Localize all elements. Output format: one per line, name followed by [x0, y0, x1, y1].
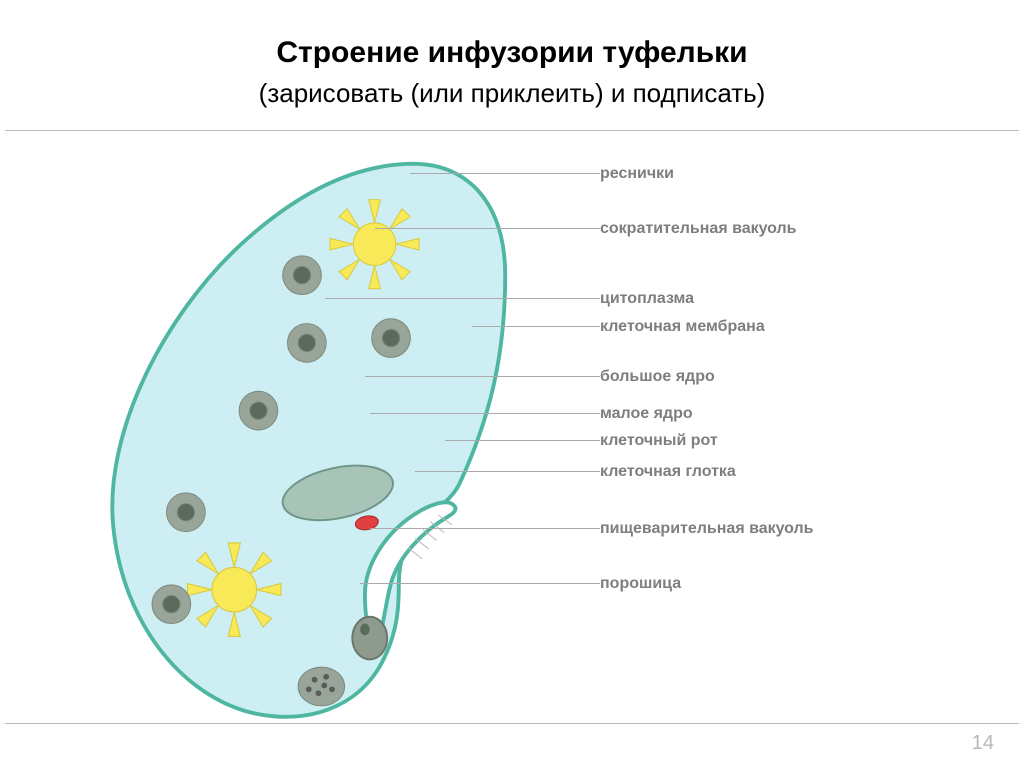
leader-macronucleus [365, 376, 600, 377]
label-cytopharynx: клеточная глотка [600, 463, 736, 481]
leader-cytostome [445, 440, 600, 441]
label-membrane: клеточная мембрана [600, 318, 765, 336]
label-cilia: реснички [600, 165, 674, 183]
leader-contractile [375, 228, 600, 229]
slide: Строение инфузории туфельки (зарисовать … [0, 0, 1024, 767]
label-micronucleus: малое ядро [600, 405, 693, 423]
leader-digestive [370, 528, 600, 529]
leader-cytopharynx [415, 471, 600, 472]
label-contractile: сократительная вакуоль [600, 220, 797, 238]
digestive-vacuole [352, 617, 387, 660]
paramecium-diagram [0, 130, 1024, 730]
leader-cytoproct [360, 583, 600, 584]
label-cytostome: клеточный рот [600, 432, 718, 450]
label-cytoproct: порошица [600, 575, 681, 593]
label-digestive: пищеварительная вакуоль [600, 520, 814, 538]
paramecium-svg [0, 130, 1024, 730]
label-cytoplasm: цитоплазма [600, 290, 694, 308]
page-number: 14 [972, 732, 994, 755]
label-macronucleus: большое ядро [600, 368, 715, 386]
contractile-vacuole-bottom [188, 543, 281, 636]
leader-cytoplasm [325, 298, 600, 299]
leader-micronucleus [370, 413, 600, 414]
title-sub: (зарисовать (или приклеить) и подписать) [0, 78, 1024, 109]
contractile-vacuole-top [330, 200, 419, 289]
leader-membrane [472, 326, 600, 327]
cytoproct [298, 667, 344, 706]
leader-cilia [410, 173, 600, 174]
title-main: Строение инфузории туфельки [0, 36, 1024, 70]
